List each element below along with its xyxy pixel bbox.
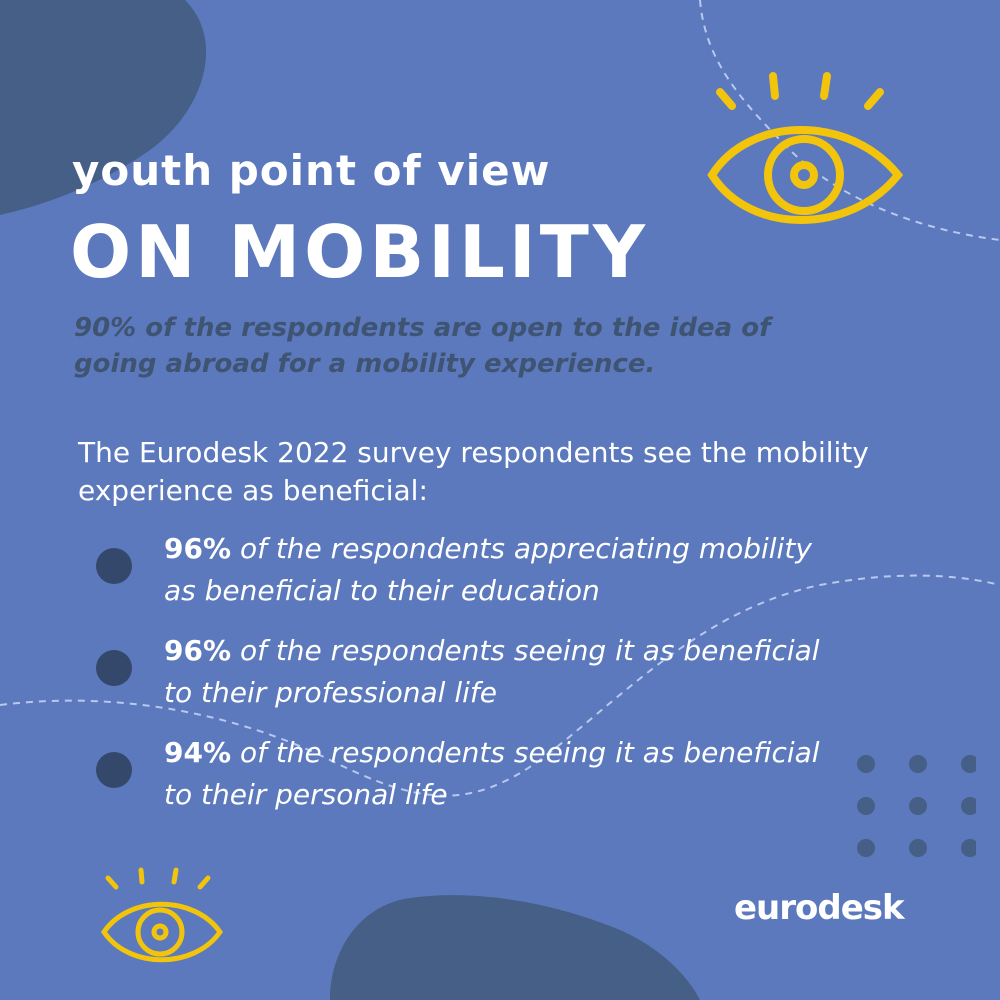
dot-grid [857,755,976,857]
bullet-dot [96,650,132,686]
stat-line-1: of the respondents appreciating mobility [239,532,812,565]
highlight-line-2: going abroad for a mobility experience. [74,349,656,379]
stat-line-2: to their professional life [164,676,497,709]
stat-line-2: to their personal life [164,778,448,811]
stat-percent: 96% [164,634,232,667]
stat-text: 96% of the respondents seeing it as bene… [164,630,884,714]
highlight-line-1: 90% of the respondents are open to the i… [74,313,771,343]
stat-text: 96% of the respondents appreciating mobi… [164,528,884,612]
highlight-text: 90% of the respondents are open to the i… [74,310,874,382]
eurodesk-logo: eurodesk [734,888,905,928]
stat-percent: 96% [164,532,232,565]
bullet-dot [96,548,132,584]
page-title: ON MOBILITY [70,210,649,294]
top-left-blob [0,0,207,215]
stat-percent: 94% [164,736,232,769]
stat-line-2: as beneficial to their education [164,574,600,607]
intro-line-2: experience as beneficial: [78,474,428,507]
dashed-curve-bottom [0,574,1000,797]
eye-icon [707,72,904,224]
page-subtitle: youth point of view [72,146,551,195]
stat-line-1: of the respondents seeing it as benefici… [239,736,820,769]
intro-text: The Eurodesk 2022 survey respondents see… [78,434,958,510]
bullet-dot [96,752,132,788]
stat-text: 94% of the respondents seeing it as bene… [164,732,884,816]
intro-line-1: The Eurodesk 2022 survey respondents see… [78,436,869,469]
bottom-blob [330,895,700,1000]
dashed-curve-top [699,0,1000,241]
eye-icon [100,867,224,963]
stat-line-1: of the respondents seeing it as benefici… [239,634,820,667]
